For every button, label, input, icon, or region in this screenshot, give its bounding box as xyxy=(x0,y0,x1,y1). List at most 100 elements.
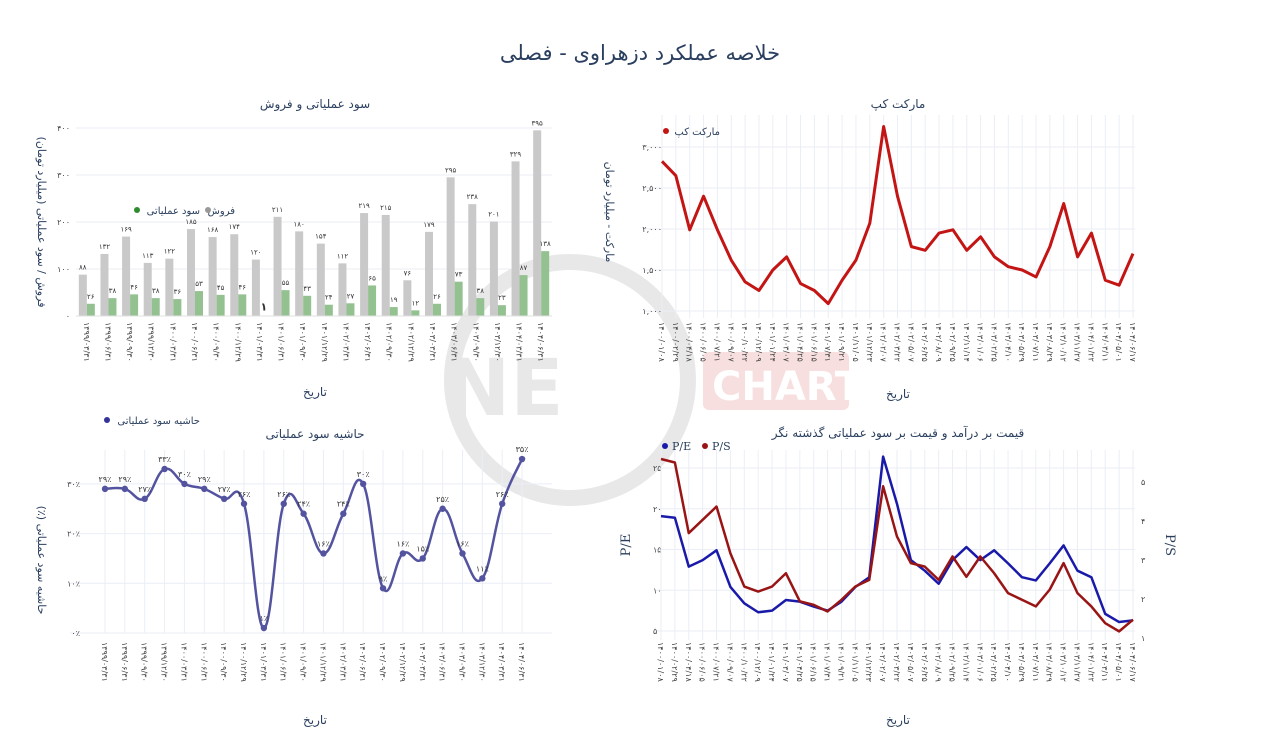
bar-chart-xtick: ۱۴۰۰/۱۲/۲۹ xyxy=(233,322,242,362)
margin-chart-xtick: ۱۴۰۳/۰۹/۳۰ xyxy=(457,642,466,682)
margin-chart-xtick: ۱۴۰۳/۰۳/۳۱ xyxy=(418,642,427,682)
bar-chart-ytick: ۱۰۰ xyxy=(57,265,70,274)
ps-ytick: ۳ xyxy=(1141,556,1146,565)
op-profit-bar-label: ۶۵ xyxy=(368,274,376,282)
bar-chart-xtick: ۱۴۰۴/۰۶/۳۱ xyxy=(536,322,545,362)
bar-chart-xtick: ۱۳۹۹/۰۹/۳۰ xyxy=(125,322,134,362)
valuation-chart-xtick: ۱۴۰۳/۰۴/۱۰ xyxy=(1003,642,1012,682)
valuation-chart-xtick: ۱۴۰۳/۱۱/۲۷ xyxy=(1072,642,1081,682)
margin-point xyxy=(161,466,167,472)
sales-bar xyxy=(79,275,87,316)
sales-bar-label: ۲۱۱ xyxy=(272,206,283,214)
sales-bar-label: ۱۸۵ xyxy=(185,218,197,226)
margin-chart-xtick: ۱۴۰۰/۰۳/۳۱ xyxy=(179,642,188,682)
op-profit-bar xyxy=(282,290,290,316)
marketcap-chart-xtick: ۱۴۰۳/۰۱/۰۶ xyxy=(976,322,985,362)
margin-chart-xtick: ۱۴۰۴/۰۶/۳۱ xyxy=(517,642,526,682)
valuation-chart-xtick: ۱۴۰۳/۰۸/۲۹ xyxy=(1045,642,1054,682)
marketcap-chart-xtick: ۱۴۰۳/۰۵/۲۹ xyxy=(1017,322,1026,362)
op-profit-bar-label: ۱۳۸ xyxy=(540,240,552,248)
ps-ytick: ۵ xyxy=(1141,478,1145,487)
legend-sales-label: فروش xyxy=(208,206,236,217)
marketcap-chart-xtick: ۱۴۰۱/۰۷/۳۱ xyxy=(823,322,832,362)
margin-chart-xlabel: تاریخ xyxy=(303,713,327,728)
marketcap-chart-ytick: ۱,۰۰۰ xyxy=(642,307,662,316)
sales-bar-label: ۱۶۹ xyxy=(120,226,132,234)
bar-chart-title: سود عملیاتی و فروش xyxy=(260,97,370,112)
bar-chart-xtick: ۱۴۰۳/۰۶/۳۱ xyxy=(450,322,459,362)
valuation-chart-title: قیمت بر درآمد و قیمت بر سود عملیاتی گذشت… xyxy=(771,425,1024,441)
legend-ps-label: P/S xyxy=(712,440,731,453)
op-profit-bar xyxy=(217,295,225,316)
marketcap-chart-xtick: ۱۴۰۱/۰۳/۰۷ xyxy=(782,322,791,362)
bar-chart-xtick: ۱۴۰۱/۰۳/۳۱ xyxy=(255,322,264,362)
sales-bar xyxy=(468,204,476,316)
bar-chart-ytick: ۰ xyxy=(66,312,70,321)
margin-point-label: ۲۴٪ xyxy=(297,500,310,509)
ps-ytick: ۱ xyxy=(1141,634,1145,643)
op-profit-bar-label: ۷۳ xyxy=(455,271,463,279)
sales-bar-label: ۱۷۹ xyxy=(423,221,435,229)
valuation-chart-xtick: ۱۴۰۱/۰۹/۲۱ xyxy=(836,642,845,682)
valuation-chart-xtick: ۱۴۰۱/۰۳/۰۷ xyxy=(781,642,790,682)
margin-point-label: ۳۳٪ xyxy=(158,455,171,464)
valuation-chart-xtick: ۱۴۰۰/۰۷/۲۱ xyxy=(712,642,721,682)
op-profit-bar-label: ۴۶ xyxy=(239,283,247,291)
sales-bar xyxy=(382,215,390,316)
op-profit-bar xyxy=(498,305,506,316)
op-profit-bar-label: ۴۳ xyxy=(303,285,311,293)
valuation-chart-xtick: ۱۴۰۰/۱۲/۰۹ xyxy=(753,642,762,682)
op-profit-bar-label: ۱۹ xyxy=(390,296,398,304)
bar-chart-xtick: ۱۴۰۰/۰۶/۳۱ xyxy=(190,322,199,362)
margin-chart-xtick: ۱۴۰۱/۰۹/۳۰ xyxy=(299,642,308,682)
watermark-text-right: CHART.ir xyxy=(712,364,905,410)
marketcap-chart-xtick: ۱۴۰۲/۰۹/۲۵ xyxy=(948,322,957,362)
marketcap-chart-ytick: ۲,۰۰۰ xyxy=(642,225,662,234)
bar-chart-ytick: ۴۰۰ xyxy=(57,124,70,133)
marketcap-chart-xtick: ۱۴۰۰/۰۷/۲۱ xyxy=(712,322,721,362)
op-profit-bar-label: ۳۸ xyxy=(477,287,485,295)
margin-point-label: ۱۵٪ xyxy=(416,544,429,553)
valuation-chart-xtick: ۱۴۰۲/۰۲/۰۷ xyxy=(878,642,887,682)
sales-bar xyxy=(165,259,173,316)
sales-bar xyxy=(100,254,108,316)
marketcap-chart-xtick: ۱۴۰۰/۰۹/۰۷ xyxy=(726,322,735,362)
op-profit-bar xyxy=(433,304,441,316)
margin-chart-xtick: ۱۴۰۳/۰۶/۳۱ xyxy=(438,642,447,682)
op-profit-bar xyxy=(238,294,246,316)
legend-pe-label: P/E xyxy=(672,440,691,453)
margin-point-label: ۱٪ xyxy=(260,614,269,623)
sales-bar-label: ۲۱۹ xyxy=(358,202,370,210)
op-profit-bar xyxy=(325,305,333,316)
valuation-chart-xtick: ۱۴۰۴/۰۵/۰۱ xyxy=(1114,642,1123,682)
op-profit-bar-label: ۵۵ xyxy=(282,279,290,287)
margin-chart-ytick: ۳۰٪ xyxy=(67,480,80,489)
margin-point-label: ۱۶٪ xyxy=(396,539,409,548)
op-profit-bar-label: ۲۴ xyxy=(325,294,333,302)
sales-bar-label: ۲۹۵ xyxy=(445,166,457,174)
margin-chart-xtick: ۱۳۹۹/۰۳/۳۱ xyxy=(100,642,109,682)
valuation-chart-xtick: ۱۴۰۲/۰۸/۰۹ xyxy=(934,642,943,682)
sales-bar xyxy=(425,232,433,316)
margin-point xyxy=(340,511,346,517)
margin-point xyxy=(519,456,525,462)
marketcap-chart-xtick: ۱۴۰۰/۰۴/۱۸ xyxy=(685,322,694,362)
marketcap-chart-xtick: ۱۴۰۰/۰۲/۲۹ xyxy=(671,322,680,362)
legend-margin-label: حاشیه سود عملیاتی xyxy=(117,416,200,427)
sales-bar-label: ۱۲۰ xyxy=(250,249,261,257)
op-profit-bar xyxy=(346,303,354,316)
sales-bar xyxy=(403,280,411,316)
page-title: خلاصه عملکرد دزهراوی - فصلی xyxy=(500,41,780,65)
marketcap-chart-ytick: ۱,۵۰۰ xyxy=(642,266,662,275)
marketcap-chart-xtick: ۱۴۰۱/۰۹/۲۱ xyxy=(837,322,846,362)
op-profit-bar-label: ۲۶ xyxy=(87,293,95,301)
valuation-chart-xtick: ۱۴۰۱/۰۱/۲۴ xyxy=(767,642,776,682)
bar-chart-xtick: ۱۳۹۹/۰۳/۳۱ xyxy=(82,322,91,362)
op-profit-bar xyxy=(541,251,549,316)
valuation-chart-xlabel: تاریخ xyxy=(886,713,910,728)
op-profit-bar xyxy=(87,304,95,316)
legend-pe-dot xyxy=(662,443,668,449)
valuation-chart-xtick: ۱۴۰۰/۰۱/۰۸ xyxy=(656,642,665,682)
bar-chart-xlabel: تاریخ xyxy=(303,385,327,400)
sales-bar xyxy=(338,263,346,316)
